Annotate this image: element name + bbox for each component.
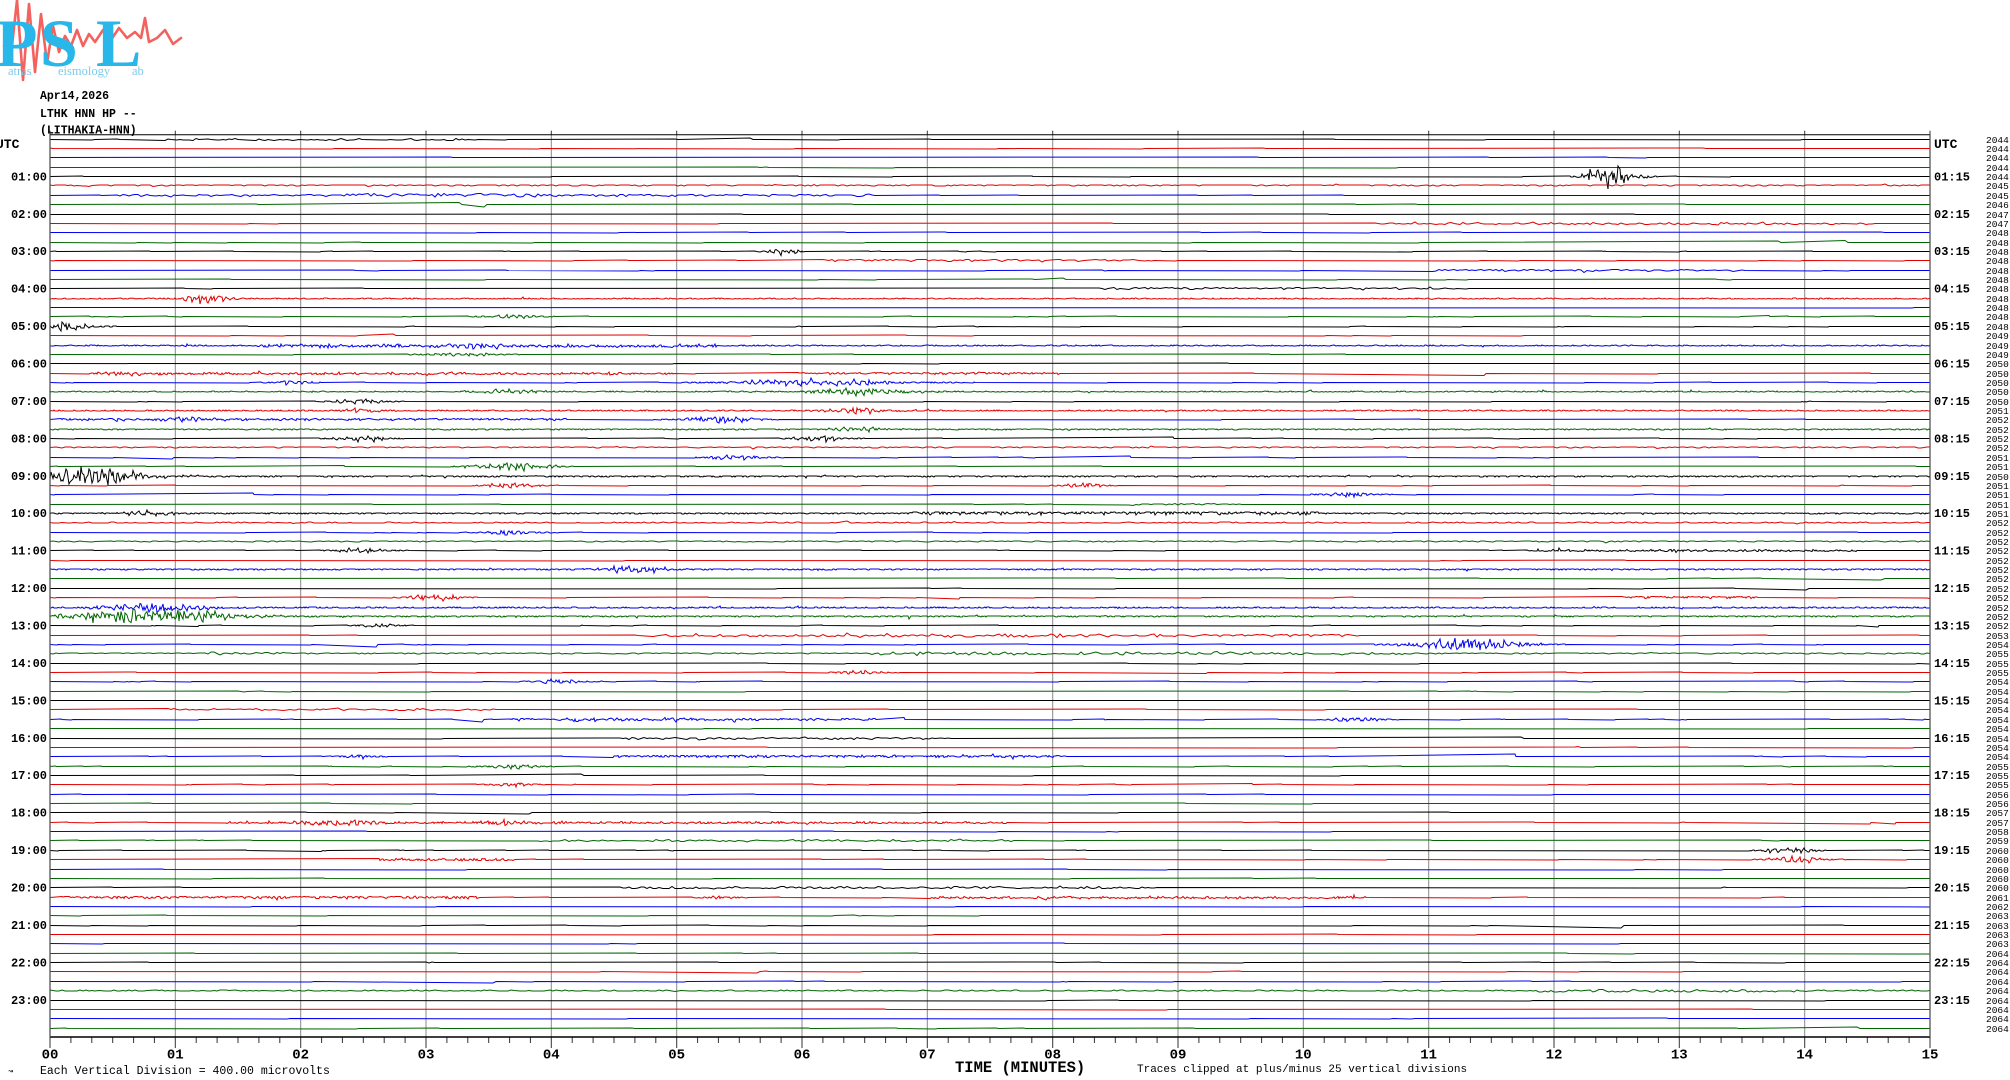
svg-text:11: 11 — [1420, 1048, 1437, 1064]
svg-text:15: 15 — [1922, 1048, 1939, 1064]
svg-text:06: 06 — [794, 1048, 811, 1064]
svg-text:10: 10 — [1295, 1048, 1312, 1064]
svg-text:01: 01 — [167, 1048, 184, 1064]
svg-text:19:00: 19:00 — [11, 844, 47, 858]
svg-text:07: 07 — [919, 1048, 936, 1064]
svg-text:23:00: 23:00 — [11, 994, 47, 1008]
svg-text:18:00: 18:00 — [11, 807, 47, 821]
svg-text:12: 12 — [1546, 1048, 1563, 1064]
svg-text:01:00: 01:00 — [11, 170, 47, 184]
svg-text:14: 14 — [1796, 1048, 1813, 1064]
svg-text:12:15: 12:15 — [1934, 582, 1970, 596]
svg-text:↝: ↝ — [8, 1067, 13, 1077]
svg-text:16:00: 16:00 — [11, 732, 47, 746]
svg-text:02:00: 02:00 — [11, 208, 47, 222]
svg-text:21:15: 21:15 — [1934, 919, 1970, 933]
svg-text:19:15: 19:15 — [1934, 844, 1970, 858]
svg-text:23:15: 23:15 — [1934, 994, 1970, 1008]
svg-text:05:00: 05:00 — [11, 320, 47, 334]
svg-text:14:15: 14:15 — [1934, 657, 1970, 671]
svg-text:11:15: 11:15 — [1934, 545, 1970, 559]
svg-text:09: 09 — [1170, 1048, 1187, 1064]
svg-text:Each Vertical Division = 400.: Each Vertical Division = 400.00 microvol… — [40, 1065, 330, 1078]
svg-text:05: 05 — [668, 1048, 685, 1064]
svg-text:05:15: 05:15 — [1934, 320, 1970, 334]
svg-text:02: 02 — [292, 1048, 309, 1064]
svg-text:UTC: UTC — [1934, 137, 1958, 152]
svg-text:15:15: 15:15 — [1934, 694, 1970, 708]
svg-text:21:00: 21:00 — [11, 919, 47, 933]
svg-text:06:15: 06:15 — [1934, 358, 1970, 372]
svg-text:07:00: 07:00 — [11, 395, 47, 409]
svg-text:02:15: 02:15 — [1934, 208, 1970, 222]
svg-text:09:00: 09:00 — [11, 470, 47, 484]
svg-text:16:15: 16:15 — [1934, 732, 1970, 746]
svg-text:17:15: 17:15 — [1934, 769, 1970, 783]
svg-text:03: 03 — [418, 1048, 435, 1064]
svg-text:04:00: 04:00 — [11, 283, 47, 297]
svg-text:UTC: UTC — [0, 137, 20, 152]
svg-text:08:15: 08:15 — [1934, 432, 1970, 446]
svg-text:08:00: 08:00 — [11, 432, 47, 446]
svg-text:09:15: 09:15 — [1934, 470, 1970, 484]
svg-text:12:00: 12:00 — [11, 582, 47, 596]
svg-text:TIME (MINUTES): TIME (MINUTES) — [955, 1059, 1085, 1077]
svg-text:13:00: 13:00 — [11, 620, 47, 634]
svg-text:10:15: 10:15 — [1934, 507, 1970, 521]
svg-text:03:15: 03:15 — [1934, 245, 1970, 259]
svg-text:01:15: 01:15 — [1934, 170, 1970, 184]
svg-text:LTHK HNN HP --: LTHK HNN HP -- — [40, 108, 137, 121]
svg-text:10:00: 10:00 — [11, 507, 47, 521]
svg-text:20:15: 20:15 — [1934, 882, 1970, 896]
svg-text:04: 04 — [543, 1048, 560, 1064]
svg-text:22:15: 22:15 — [1934, 956, 1970, 970]
svg-text:17:00: 17:00 — [11, 769, 47, 783]
svg-text:20:00: 20:00 — [11, 882, 47, 896]
svg-text:18:15: 18:15 — [1934, 807, 1970, 821]
svg-text:ab: ab — [132, 64, 144, 78]
svg-text:atras: atras — [8, 64, 32, 78]
svg-text:13: 13 — [1671, 1048, 1688, 1064]
svg-text:Apr14,2026: Apr14,2026 — [40, 90, 109, 103]
svg-text:00: 00 — [42, 1048, 59, 1064]
svg-text:13:15: 13:15 — [1934, 620, 1970, 634]
svg-text:eismology: eismology — [58, 64, 111, 78]
svg-text:Traces clipped at plus/minus 2: Traces clipped at plus/minus 25 vertical… — [1137, 1064, 1467, 1076]
svg-text:2064: 2064 — [1986, 1024, 2009, 1035]
svg-text:22:00: 22:00 — [11, 956, 47, 970]
svg-text:06:00: 06:00 — [11, 358, 47, 372]
svg-text:14:00: 14:00 — [11, 657, 47, 671]
svg-text:04:15: 04:15 — [1934, 283, 1970, 297]
svg-text:(LITHAKIA-HNN): (LITHAKIA-HNN) — [40, 125, 137, 138]
svg-text:15:00: 15:00 — [11, 694, 47, 708]
svg-text:07:15: 07:15 — [1934, 395, 1970, 409]
svg-text:11:00: 11:00 — [11, 545, 47, 559]
svg-text:03:00: 03:00 — [11, 245, 47, 259]
